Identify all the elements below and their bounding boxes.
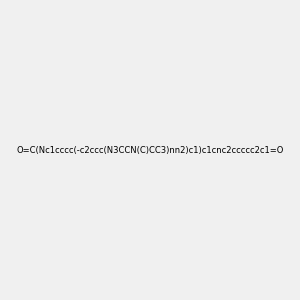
Text: O=C(Nc1cccc(-c2ccc(N3CCN(C)CC3)nn2)c1)c1cnc2ccccc2c1=O: O=C(Nc1cccc(-c2ccc(N3CCN(C)CC3)nn2)c1)c1… <box>16 146 284 154</box>
